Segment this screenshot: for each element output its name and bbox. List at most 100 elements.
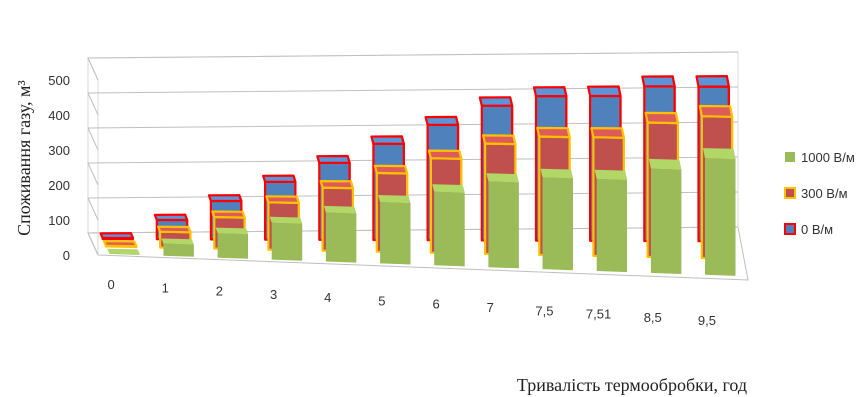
x-tick-label: 7,5: [535, 303, 553, 318]
bar-top: [262, 174, 297, 183]
bar-top: [153, 213, 189, 222]
bar-front: [542, 177, 573, 271]
bar-top: [432, 184, 465, 193]
bar: [215, 227, 248, 259]
bar-top: [698, 104, 734, 118]
side-wall: [87, 57, 99, 256]
bar-top: [590, 127, 625, 139]
bar-top: [424, 115, 460, 126]
bar-top: [370, 135, 405, 145]
bar-top: [536, 126, 571, 139]
bar: [703, 148, 736, 276]
x-tick-label: 8,5: [644, 310, 662, 325]
bar-top: [207, 194, 243, 203]
bar: [378, 195, 411, 265]
bar-top: [540, 168, 573, 179]
bar-front: [488, 181, 519, 269]
bar-top: [486, 173, 519, 183]
bar: [107, 248, 140, 255]
bar: [540, 168, 573, 271]
bar-front: [217, 233, 248, 259]
x-tick-label: 3: [270, 287, 277, 302]
legend-swatch: [785, 152, 795, 162]
x-tick-label: 4: [324, 290, 331, 305]
legend-label: 300 В/м: [801, 186, 848, 201]
bar-top: [319, 180, 354, 190]
x-axis-ticks: 0 1 2 3 4 5 6 7 7,5 7,51 8,5 9,5: [107, 277, 715, 328]
bar-front: [325, 212, 357, 263]
y-axis-ticks: 0 100 200 300 400 500: [48, 73, 70, 263]
bar-front: [271, 222, 303, 261]
gridline: [87, 156, 739, 186]
y-tick-label: 400: [48, 108, 70, 123]
legend-swatch: [784, 187, 796, 199]
bar-top: [478, 96, 514, 107]
bar: [99, 232, 134, 241]
x-tick-label: 1: [162, 280, 169, 295]
y-tick-label: 200: [48, 178, 70, 193]
x-tick-label: 7: [487, 300, 494, 315]
bar-top: [378, 195, 411, 204]
bar-top: [427, 149, 463, 160]
bar: [648, 158, 682, 274]
bar-top: [644, 111, 680, 125]
bar: [269, 216, 303, 261]
bar-top: [161, 238, 194, 245]
legend-label: 0 В/м: [801, 222, 833, 237]
bar-front: [163, 243, 194, 257]
bar-top: [373, 164, 409, 175]
bar-top: [102, 240, 138, 248]
bar-top: [532, 86, 568, 98]
bar-top: [211, 210, 246, 219]
y-tick-label: 0: [63, 248, 70, 263]
gridline: [87, 191, 739, 221]
bar-front: [650, 168, 682, 274]
bar: [323, 205, 357, 263]
bar-front: [705, 158, 736, 276]
gridline: [87, 51, 739, 81]
bar-top: [215, 227, 248, 235]
bar-front: [109, 253, 140, 255]
gridlines: [87, 51, 739, 256]
x-tick-label: 5: [378, 293, 385, 308]
bar-top: [157, 225, 192, 234]
bar-front: [596, 179, 627, 273]
bar-top: [482, 134, 517, 146]
x-tick-label: 6: [432, 297, 439, 312]
bar-top: [594, 169, 627, 180]
bar-top: [107, 248, 140, 255]
bar-top: [265, 195, 300, 204]
bar-top: [641, 75, 676, 88]
bar-front: [380, 202, 411, 265]
bar-top: [648, 158, 682, 170]
x-tick-label: 2: [216, 284, 223, 299]
gridline: [87, 86, 739, 116]
bar: [161, 238, 194, 257]
bars: [99, 74, 736, 276]
x-axis-label: Тривалість термообробки, год: [517, 375, 747, 395]
x-tick-label: 7,51: [586, 307, 611, 322]
x-tick-label: 9,5: [698, 313, 716, 328]
y-tick-label: 300: [48, 143, 70, 158]
x-tick-label: 0: [107, 277, 114, 292]
y-axis-label: Споживання газу, м³: [14, 80, 34, 236]
bar: [486, 173, 519, 269]
gridline: [87, 226, 739, 256]
bar: [594, 169, 627, 273]
bar-top: [695, 74, 730, 88]
legend: 1000 В/м 300 В/м 0 В/м: [784, 150, 855, 237]
bar-front: [434, 191, 465, 267]
bar-top: [269, 216, 303, 224]
bar-top: [703, 148, 736, 160]
bar: [102, 240, 138, 249]
gridline: [87, 121, 739, 151]
legend-label: 1000 В/м: [801, 150, 855, 165]
bar-top: [586, 85, 622, 98]
y-tick-label: 500: [48, 73, 70, 88]
bar-top: [323, 205, 357, 214]
bar-top: [99, 232, 134, 240]
bar: [432, 184, 465, 267]
bar-top: [316, 154, 351, 164]
y-tick-label: 100: [48, 213, 70, 228]
